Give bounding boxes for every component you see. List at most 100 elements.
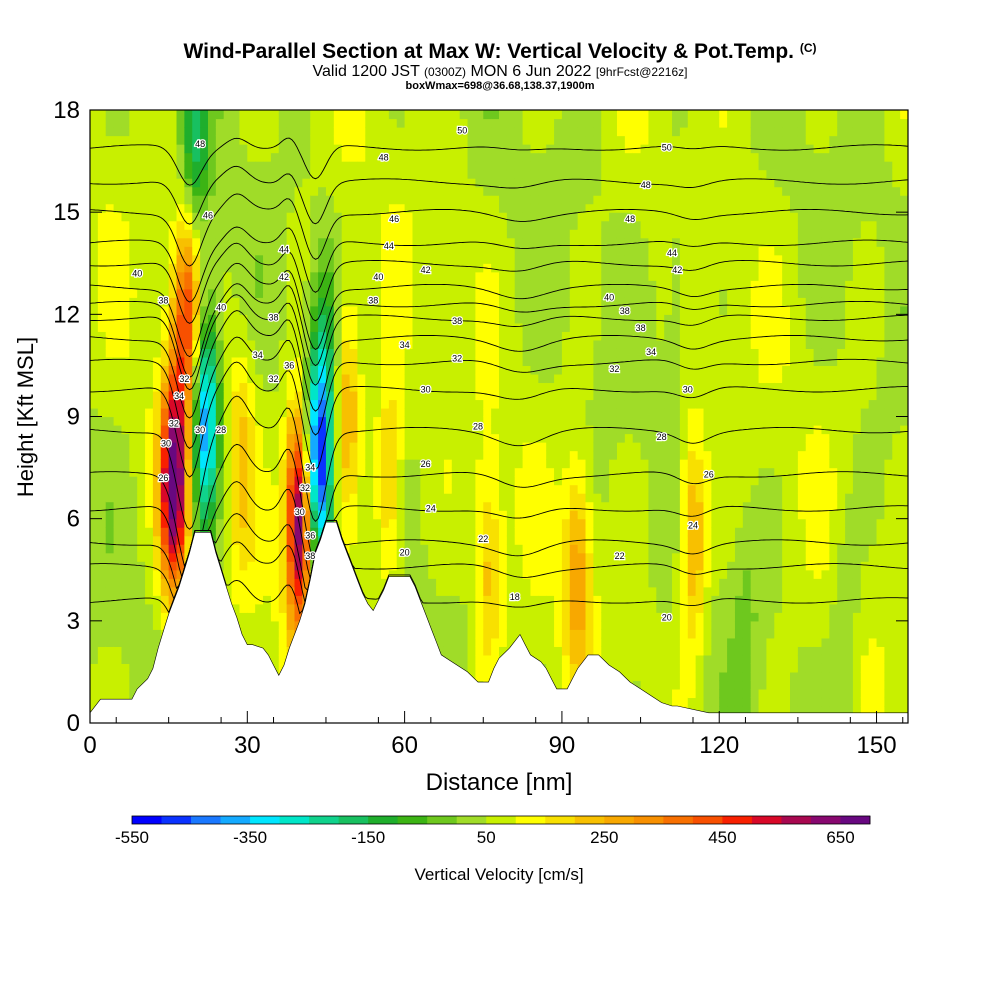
w-cell bbox=[357, 220, 366, 230]
w-cell bbox=[624, 620, 634, 630]
w-cell bbox=[365, 467, 374, 477]
w-cell bbox=[105, 118, 115, 128]
w-cell bbox=[609, 305, 618, 315]
w-cell bbox=[569, 629, 579, 639]
w-cell bbox=[349, 178, 359, 188]
w-cell bbox=[137, 552, 146, 562]
w-cell bbox=[255, 382, 264, 392]
w-cell bbox=[325, 433, 335, 443]
w-cell bbox=[223, 459, 233, 469]
w-cell bbox=[373, 416, 382, 426]
w-cell bbox=[624, 161, 634, 171]
w-cell bbox=[278, 382, 288, 392]
w-cell bbox=[294, 314, 303, 324]
w-cell bbox=[451, 416, 461, 426]
w-cell bbox=[428, 493, 437, 503]
w-cell bbox=[514, 407, 524, 418]
w-cell bbox=[310, 263, 319, 273]
w-cell bbox=[263, 186, 272, 196]
w-cell bbox=[530, 246, 539, 256]
w-cell bbox=[168, 254, 178, 264]
w-cell bbox=[349, 356, 359, 367]
w-cell bbox=[561, 544, 571, 554]
w-cell bbox=[554, 365, 563, 375]
w-cell bbox=[522, 271, 532, 281]
w-cell bbox=[310, 314, 319, 324]
w-cell bbox=[113, 169, 123, 179]
w-cell bbox=[522, 433, 532, 443]
w-cell bbox=[585, 595, 594, 605]
w-cell bbox=[609, 237, 618, 247]
w-cell bbox=[506, 144, 516, 154]
w-cell bbox=[499, 288, 508, 298]
w-cell bbox=[121, 646, 130, 656]
w-cell bbox=[121, 135, 130, 145]
w-cell bbox=[396, 425, 406, 435]
w-cell bbox=[239, 382, 248, 392]
w-cell bbox=[365, 203, 374, 213]
w-cell bbox=[365, 297, 374, 307]
w-cell bbox=[318, 356, 327, 367]
w-cell bbox=[561, 569, 571, 579]
w-cell bbox=[554, 595, 563, 605]
w-cell bbox=[247, 246, 256, 256]
w-cell bbox=[310, 152, 319, 162]
w-cell bbox=[286, 339, 296, 349]
w-cell bbox=[396, 416, 406, 426]
w-cell bbox=[129, 246, 138, 256]
w-cell bbox=[121, 127, 130, 137]
w-cell bbox=[176, 373, 185, 384]
w-cell bbox=[310, 450, 319, 460]
w-cell bbox=[255, 510, 264, 520]
w-cell bbox=[200, 416, 209, 426]
w-cell bbox=[459, 144, 469, 154]
w-cell bbox=[467, 620, 477, 630]
w-cell bbox=[192, 246, 201, 256]
w-cell bbox=[546, 561, 555, 571]
w-cell bbox=[522, 552, 532, 562]
w-cell bbox=[207, 450, 217, 460]
w-cell bbox=[207, 390, 217, 401]
w-cell bbox=[396, 169, 406, 179]
w-cell bbox=[255, 552, 264, 562]
w-cell bbox=[97, 535, 107, 545]
w-cell bbox=[129, 390, 138, 401]
w-cell bbox=[443, 442, 453, 452]
w-cell bbox=[546, 161, 555, 171]
w-cell bbox=[475, 603, 484, 613]
w-cell bbox=[263, 442, 272, 452]
w-cell bbox=[318, 118, 327, 128]
w-cell bbox=[428, 152, 437, 162]
w-cell bbox=[459, 586, 469, 596]
w-cell bbox=[325, 322, 335, 332]
w-cell bbox=[451, 186, 461, 196]
w-cell bbox=[176, 280, 185, 290]
w-cell bbox=[601, 118, 610, 128]
w-cell bbox=[396, 220, 406, 230]
w-cell bbox=[499, 493, 508, 503]
w-cell bbox=[357, 365, 366, 375]
w-cell bbox=[184, 144, 193, 154]
w-cell bbox=[255, 544, 264, 554]
w-cell bbox=[632, 629, 642, 639]
w-cell bbox=[569, 433, 579, 443]
w-cell bbox=[585, 203, 594, 213]
w-cell bbox=[231, 552, 241, 562]
w-cell bbox=[137, 305, 146, 315]
w-cell bbox=[349, 484, 359, 494]
w-cell bbox=[97, 390, 107, 401]
w-cell bbox=[373, 288, 382, 298]
w-cell bbox=[530, 271, 539, 281]
w-cell bbox=[333, 229, 343, 239]
w-cell bbox=[404, 493, 414, 503]
w-cell bbox=[223, 569, 233, 579]
w-cell bbox=[491, 561, 500, 571]
w-cell bbox=[97, 161, 107, 171]
w-cell bbox=[412, 501, 421, 511]
w-cell bbox=[231, 271, 241, 281]
w-cell bbox=[105, 544, 115, 554]
w-cell bbox=[467, 254, 477, 264]
w-cell bbox=[569, 603, 579, 613]
w-cell bbox=[577, 578, 587, 588]
w-cell bbox=[231, 186, 241, 196]
